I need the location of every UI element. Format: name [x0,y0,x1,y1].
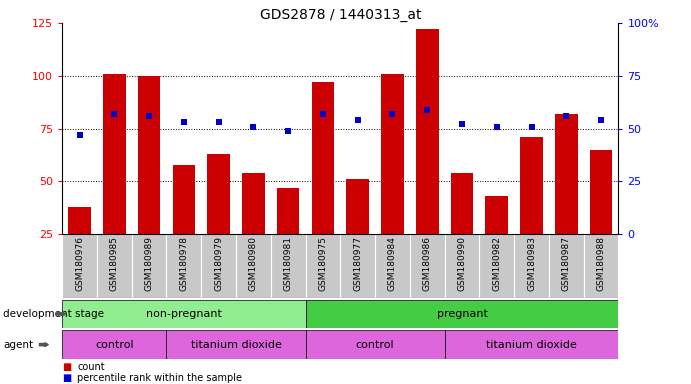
Bar [346,179,369,234]
Title: GDS2878 / 1440313_at: GDS2878 / 1440313_at [260,8,421,22]
Text: titanium dioxide: titanium dioxide [191,339,281,350]
Bar [277,188,299,234]
Text: control: control [356,339,395,350]
Bar [68,207,91,234]
Text: pregnant: pregnant [437,309,487,319]
Text: GSM180979: GSM180979 [214,236,223,291]
Text: GSM180983: GSM180983 [527,236,536,291]
Bar [444,234,480,298]
Bar [589,150,612,234]
Text: GSM180989: GSM180989 [144,236,153,291]
Bar [305,234,341,298]
Text: ■: ■ [62,362,71,372]
Bar [62,234,97,298]
Bar [305,300,618,328]
Bar [444,330,618,359]
Text: GSM180981: GSM180981 [284,236,293,291]
Bar [138,76,160,234]
Bar [132,234,167,298]
Text: development stage: development stage [3,309,104,319]
Bar [97,234,132,298]
Bar [201,234,236,298]
Text: GSM180977: GSM180977 [353,236,362,291]
Text: GSM180987: GSM180987 [562,236,571,291]
Bar [167,234,201,298]
Bar [555,114,578,234]
Text: GSM180976: GSM180976 [75,236,84,291]
Text: control: control [95,339,133,350]
Bar [451,173,473,234]
Bar [584,234,618,298]
Text: ■: ■ [62,373,71,383]
Bar [62,330,167,359]
Text: GSM180975: GSM180975 [319,236,328,291]
Bar [242,173,265,234]
Bar [312,82,334,234]
Bar [305,330,444,359]
Text: agent: agent [3,339,34,350]
Bar [375,234,410,298]
Bar [62,300,305,328]
Bar [381,74,404,234]
Bar [514,234,549,298]
Bar [236,234,271,298]
Text: GSM180982: GSM180982 [492,236,501,291]
Text: GSM180980: GSM180980 [249,236,258,291]
Text: non-pregnant: non-pregnant [146,309,222,319]
Bar [340,234,375,298]
Text: GSM180986: GSM180986 [423,236,432,291]
Text: titanium dioxide: titanium dioxide [486,339,577,350]
Bar [520,137,543,234]
Text: GSM180984: GSM180984 [388,236,397,291]
Bar [207,154,230,234]
Text: GSM180990: GSM180990 [457,236,466,291]
Text: count: count [77,362,105,372]
Text: GSM180985: GSM180985 [110,236,119,291]
Bar [480,234,514,298]
Bar [410,234,444,298]
Bar [103,74,126,234]
Bar [549,234,584,298]
Text: GSM180978: GSM180978 [180,236,189,291]
Text: GSM180988: GSM180988 [596,236,605,291]
Bar [486,196,508,234]
Bar [173,165,195,234]
Bar [416,30,439,234]
Bar [271,234,305,298]
Bar [167,330,305,359]
Text: percentile rank within the sample: percentile rank within the sample [77,373,243,383]
